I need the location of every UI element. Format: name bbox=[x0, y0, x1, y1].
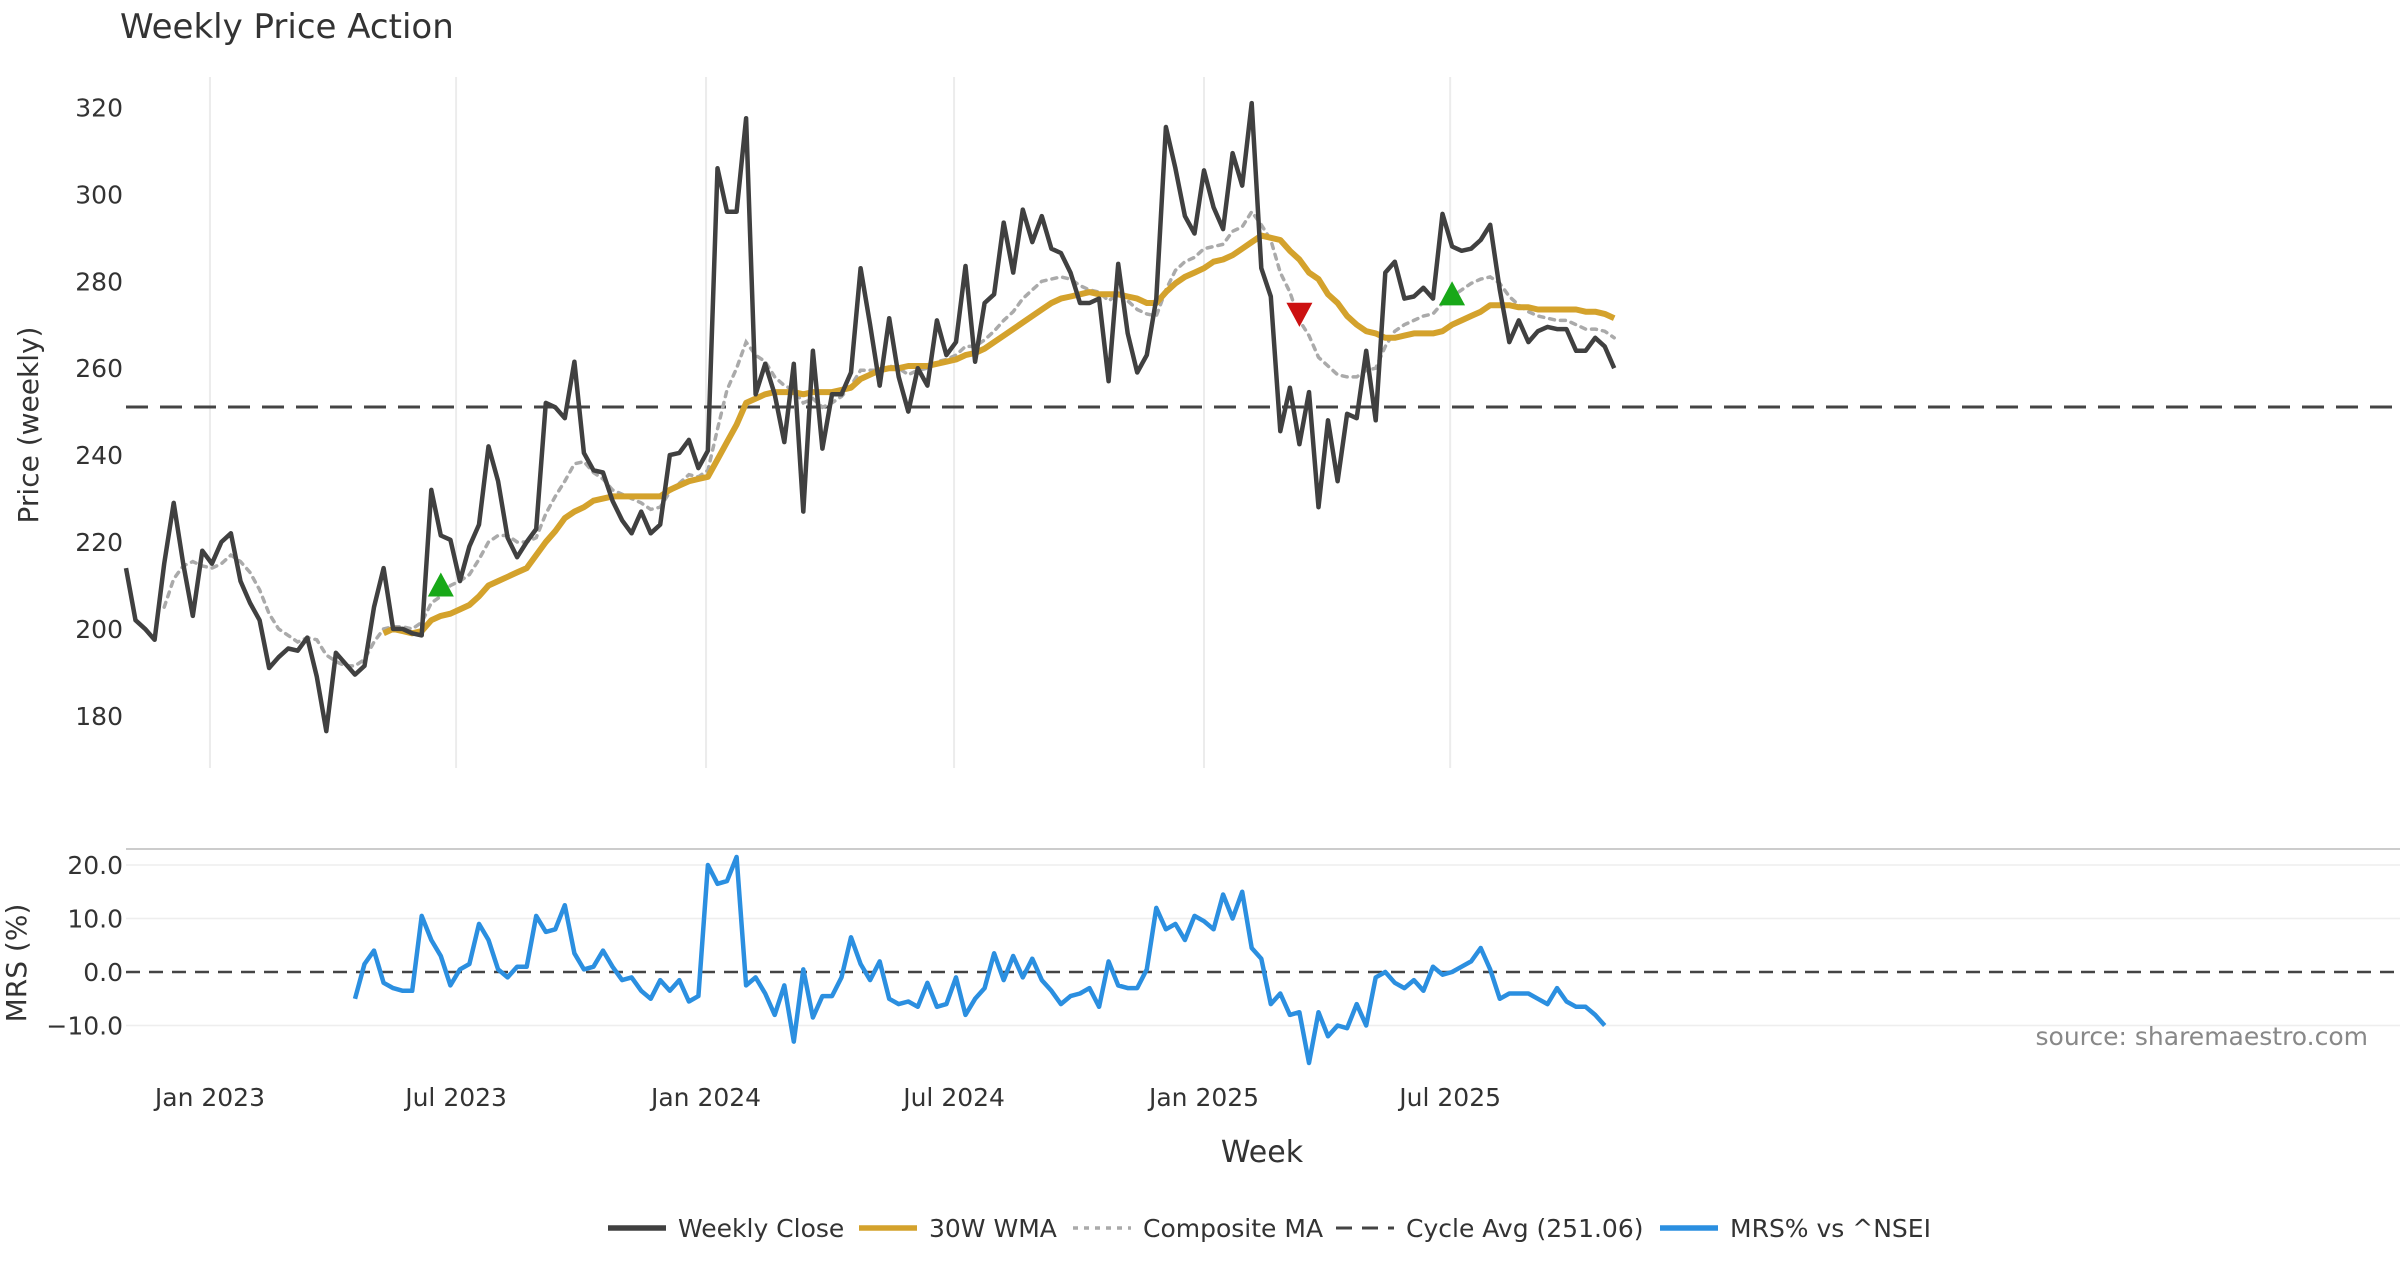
x-tick-label: Jan 2024 bbox=[649, 1083, 761, 1112]
legend-label-mrs: MRS% vs ^NSEI bbox=[1730, 1214, 1931, 1243]
buy-signal-marker bbox=[1439, 281, 1466, 306]
chart-title: Weekly Price Action bbox=[120, 7, 454, 47]
x-tick-label: Jan 2023 bbox=[153, 1083, 265, 1112]
x-tick-label: Jul 2024 bbox=[901, 1083, 1005, 1112]
x-tick-label: Jul 2025 bbox=[1397, 1083, 1501, 1112]
mrs-y-tick-label: 20.0 bbox=[67, 851, 123, 880]
legend-label-close: Weekly Close bbox=[678, 1214, 844, 1243]
weekly-close-line bbox=[123, 100, 1617, 734]
price-y-tick-label: 280 bbox=[75, 267, 123, 296]
price-y-axis-label: Price (weekly) bbox=[12, 327, 45, 524]
mrs-horizontal-gridlines bbox=[126, 864, 2400, 1027]
mrs-y-tick-label: 0.0 bbox=[83, 958, 123, 987]
signal-markers bbox=[427, 281, 1466, 597]
price-y-tick-label: 300 bbox=[75, 180, 123, 209]
legend-label-cycle: Cycle Avg (251.06) bbox=[1406, 1214, 1644, 1243]
price-y-tick-labels: 180 200 220 240 260 280 300 320 bbox=[75, 93, 123, 730]
mrs-y-tick-labels: 20.0 10.0 0.0 −10.0 bbox=[46, 851, 123, 1041]
price-y-tick-label: 200 bbox=[75, 615, 123, 644]
price-y-tick-label: 260 bbox=[75, 354, 123, 383]
price-y-tick-label: 240 bbox=[75, 441, 123, 470]
legend-label-wma: 30W WMA bbox=[929, 1214, 1057, 1243]
source-annotation: source: sharemaestro.com bbox=[2036, 1022, 2369, 1051]
mrs-y-tick-label: 10.0 bbox=[67, 905, 123, 934]
wma-30w-line bbox=[382, 232, 1616, 637]
x-axis-label: Week bbox=[1221, 1135, 1304, 1170]
legend-label-composite: Composite MA bbox=[1143, 1214, 1323, 1243]
mrs-line bbox=[352, 854, 1607, 1066]
buy-signal-marker bbox=[427, 572, 454, 597]
composite-ma-line bbox=[162, 208, 1616, 668]
mrs-y-tick-label: −10.0 bbox=[46, 1012, 123, 1041]
x-tick-labels: Jan 2023 Jul 2023 Jan 2024 Jul 2024 Jan 2025… bbox=[153, 1083, 1501, 1112]
mrs-y-axis-label: MRS (%) bbox=[0, 904, 33, 1023]
price-y-tick-label: 320 bbox=[75, 93, 123, 122]
legend: Weekly Close 30W WMA Composite MA Cycle Avg… bbox=[608, 1214, 1931, 1243]
price-vertical-gridlines bbox=[208, 77, 1452, 768]
price-y-tick-label: 220 bbox=[75, 528, 123, 557]
x-tick-label: Jul 2023 bbox=[403, 1083, 507, 1112]
price-y-tick-label: 180 bbox=[75, 702, 123, 731]
x-tick-label: Jan 2025 bbox=[1147, 1083, 1259, 1112]
sell-signal-marker bbox=[1286, 302, 1313, 327]
